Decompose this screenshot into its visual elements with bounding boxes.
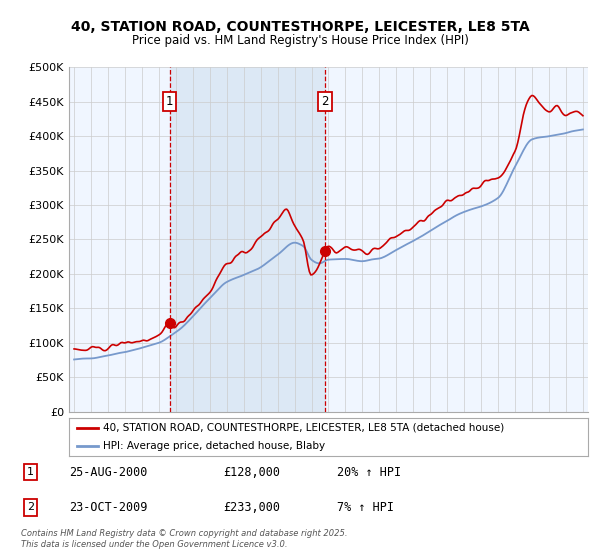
Text: 1: 1 bbox=[166, 95, 173, 108]
Text: 40, STATION ROAD, COUNTESTHORPE, LEICESTER, LE8 5TA: 40, STATION ROAD, COUNTESTHORPE, LEICEST… bbox=[71, 20, 529, 34]
Text: 2: 2 bbox=[321, 95, 329, 108]
Text: 20% ↑ HPI: 20% ↑ HPI bbox=[337, 465, 401, 479]
Text: 40, STATION ROAD, COUNTESTHORPE, LEICESTER, LE8 5TA (detached house): 40, STATION ROAD, COUNTESTHORPE, LEICEST… bbox=[103, 423, 504, 433]
Text: 1: 1 bbox=[27, 467, 34, 477]
Text: 2: 2 bbox=[27, 502, 34, 512]
Text: Price paid vs. HM Land Registry's House Price Index (HPI): Price paid vs. HM Land Registry's House … bbox=[131, 34, 469, 46]
Text: 23-OCT-2009: 23-OCT-2009 bbox=[70, 501, 148, 514]
Text: £233,000: £233,000 bbox=[223, 501, 280, 514]
Bar bbox=[170, 67, 325, 412]
Text: Contains HM Land Registry data © Crown copyright and database right 2025.
This d: Contains HM Land Registry data © Crown c… bbox=[21, 529, 347, 549]
Text: 25-AUG-2000: 25-AUG-2000 bbox=[70, 465, 148, 479]
Text: £128,000: £128,000 bbox=[223, 465, 280, 479]
Text: 7% ↑ HPI: 7% ↑ HPI bbox=[337, 501, 394, 514]
Text: HPI: Average price, detached house, Blaby: HPI: Average price, detached house, Blab… bbox=[103, 441, 325, 451]
